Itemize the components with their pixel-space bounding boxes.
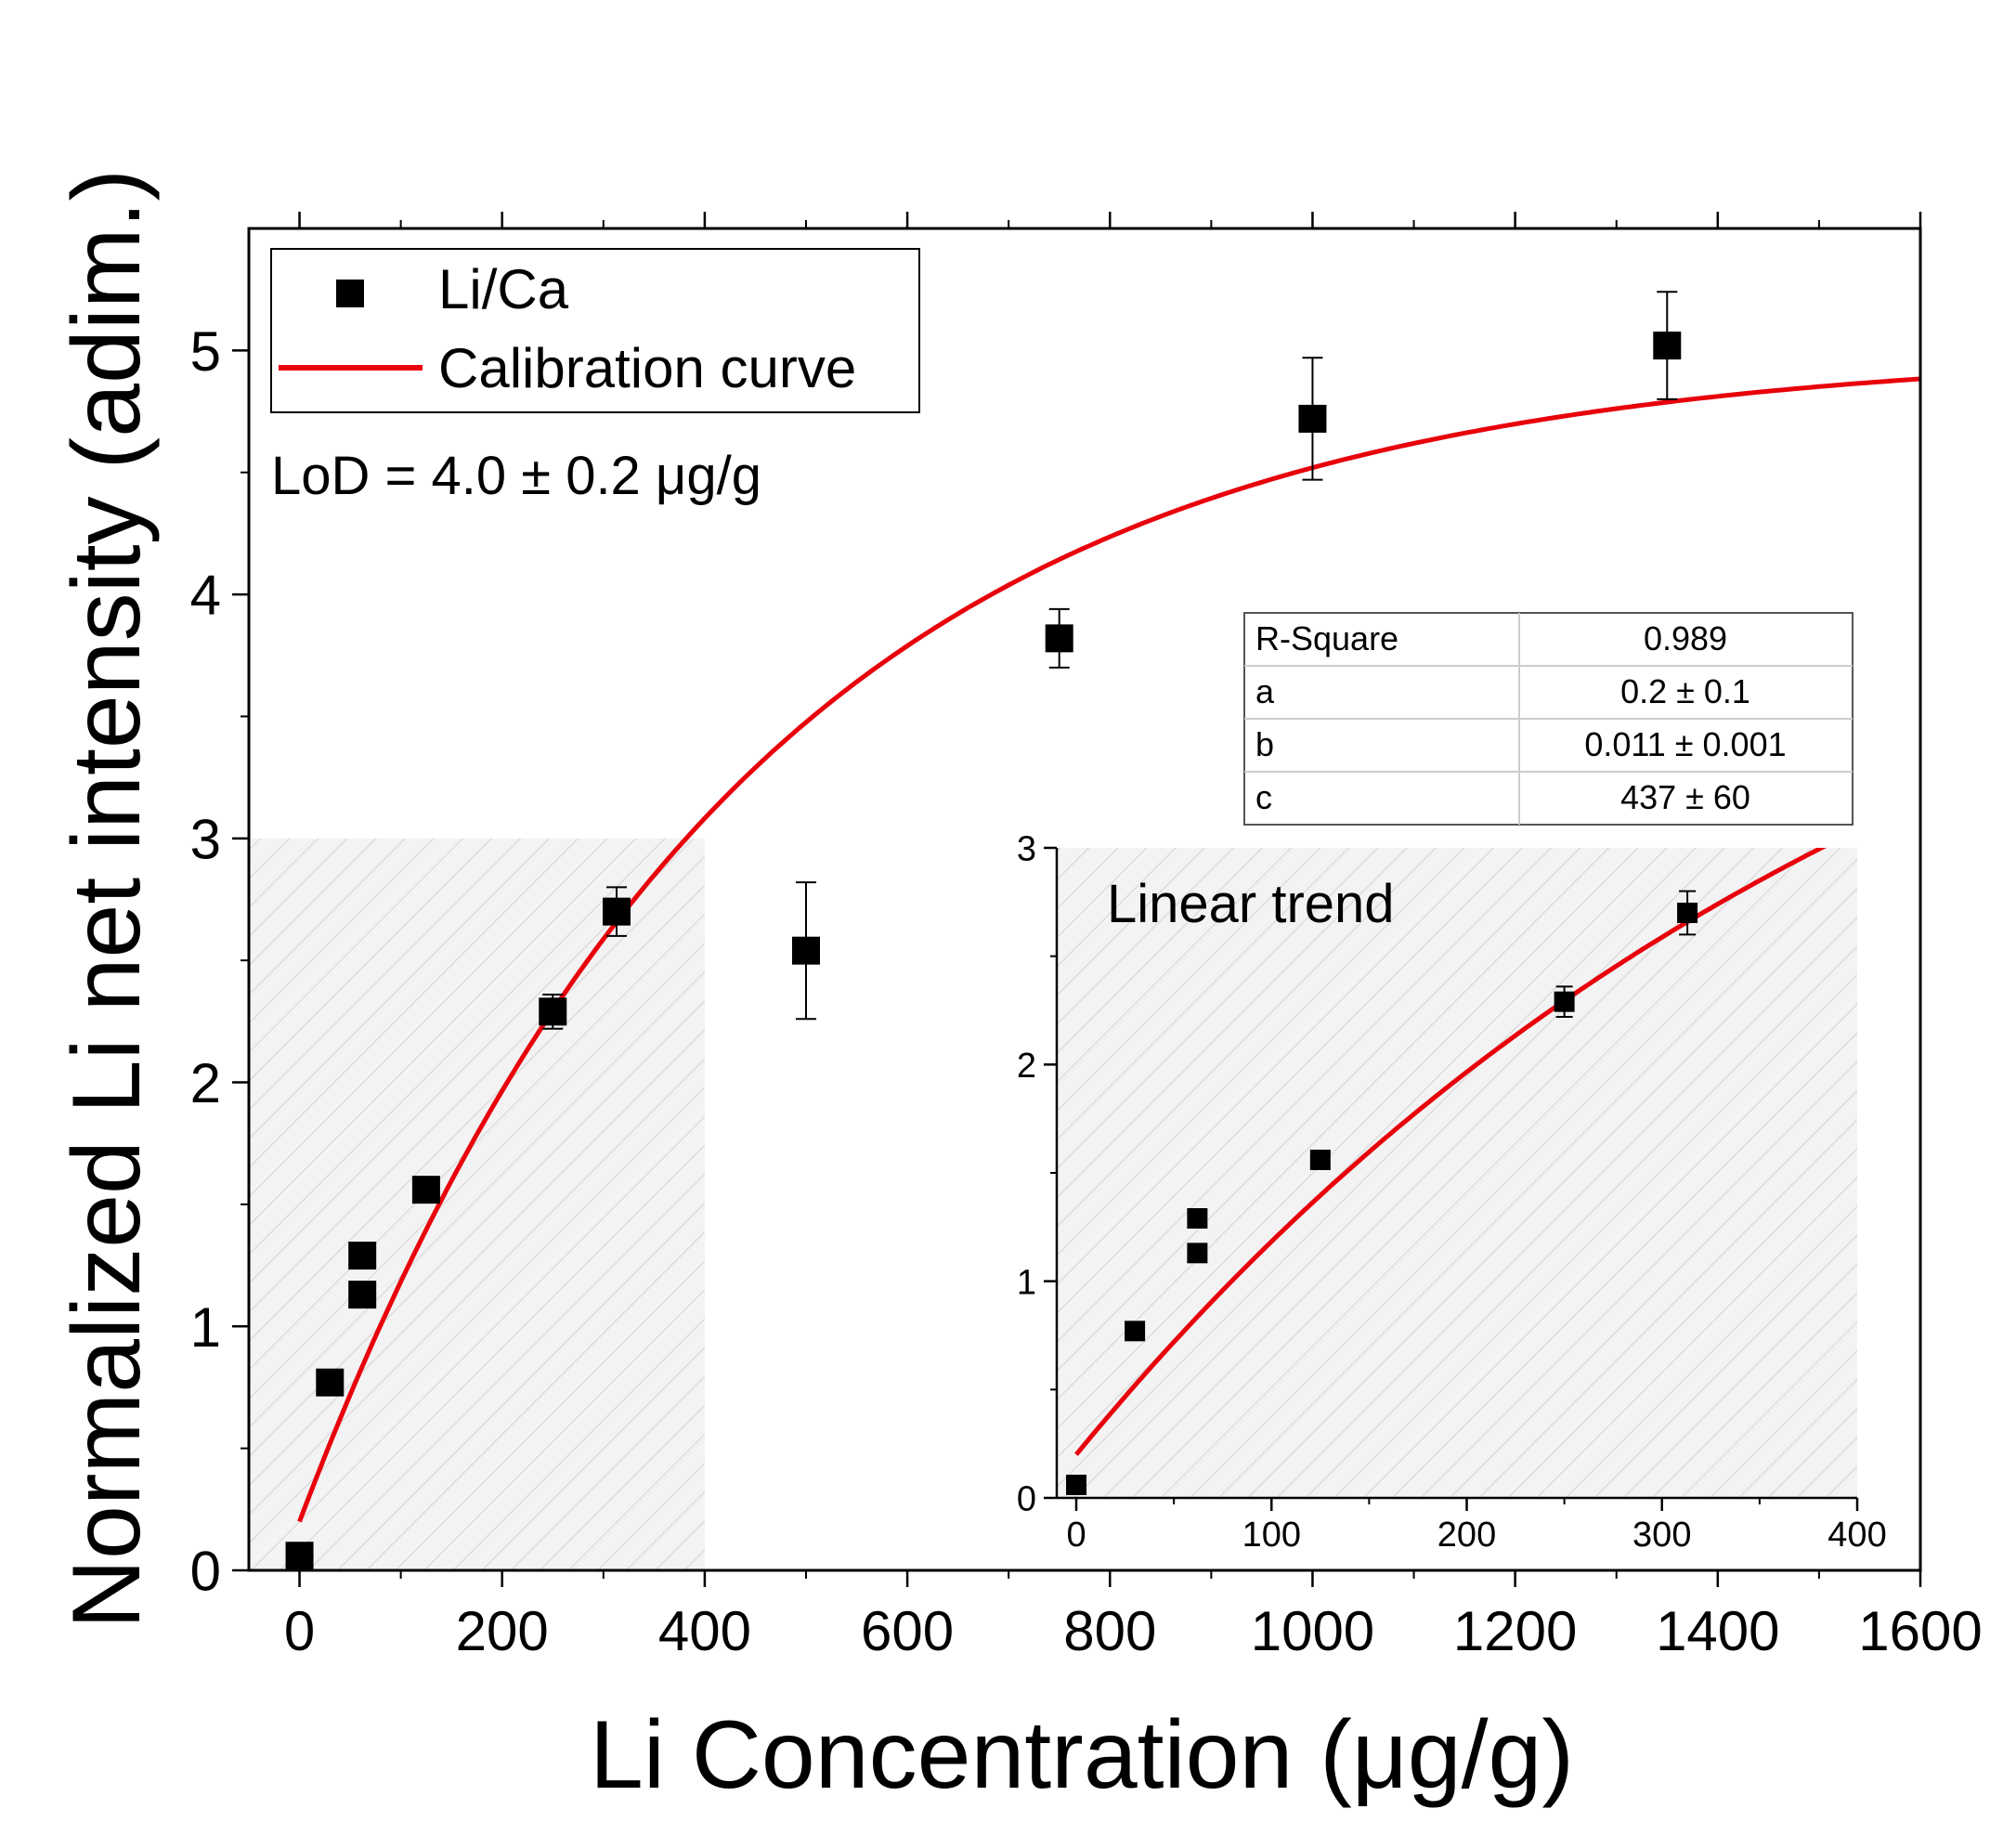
data-point [792,936,820,965]
data-point [348,1242,377,1270]
data-point [1653,332,1682,360]
main-calibration-curve-layer [297,376,1920,1523]
fit-table: R-Square 0.989 a 0.2 ± 0.1 b 0.011 ± 0.0… [1243,612,1853,826]
legend-marker-square [336,280,364,307]
inset-title: Linear trend [1107,874,1395,934]
x-tick-label: 200 [456,1600,549,1662]
data-point [603,897,631,926]
y-axis-label: Normalized Li net intensity (adim.) [53,169,161,1629]
y-tick-label: 1 [190,1296,221,1359]
x-tick-label: 600 [861,1600,954,1662]
data-point [316,1368,345,1397]
x-tick-label: 0 [1066,1516,1086,1555]
x-tick-label: 800 [1063,1600,1156,1662]
y-tick-label: 0 [190,1541,221,1603]
x-tick-label: 400 [658,1600,751,1662]
inset-data-points [1066,903,1698,1495]
y-tick-label: 2 [190,1052,221,1114]
y-tick-label: 3 [1017,830,1036,869]
data-point [1677,903,1698,923]
lod-annotation: LoD = 4.0 ± 0.2 μg/g [271,446,761,506]
fit-table-label-rsquare: R-Square [1255,619,1398,657]
inset-calibration-curve-layer [1074,848,1827,1456]
legend: Li/Ca Calibration curve [270,248,920,413]
legend-box [270,248,920,413]
data-point [411,1176,440,1204]
data-point [1187,1243,1208,1264]
y-tick-label: 5 [190,320,221,383]
data-point [1298,404,1327,433]
data-point [1066,1475,1087,1495]
data-point [1187,1208,1208,1229]
y-tick-label: 1 [1017,1263,1036,1302]
calibration-curve [1074,848,1827,1456]
data-point [1554,991,1575,1012]
data-point [1309,1150,1331,1170]
x-tick-label: 400 [1827,1516,1886,1555]
main-shaded-region [249,838,705,1570]
fit-table-value-b: 0.011 ± 0.001 [1584,725,1786,763]
y-tick-label: 3 [190,808,221,870]
data-point [1125,1321,1146,1342]
main-data-points [285,332,1682,1570]
x-tick-label: 200 [1437,1516,1496,1555]
inset-chart: 0 100 200 300 400 0 1 2 3 Linear trend [1017,830,1887,1555]
y-tick-label: 4 [190,565,221,627]
data-point [285,1542,314,1570]
inset-plot-background [1057,848,1857,1498]
legend-label-calibration-curve: Calibration curve [438,337,856,399]
fit-table-value-rsquare: 0.989 [1644,619,1727,657]
main-y-axis: 0 1 2 3 4 5 [190,320,249,1603]
fit-table-value-c: 437 ± 60 [1620,778,1750,816]
fit-table-label-b: b [1255,725,1274,763]
legend-label-lica: Li/Ca [438,258,569,320]
x-tick-label: 300 [1632,1516,1691,1555]
data-point [348,1281,377,1309]
x-axis-label: Li Concentration (μg/g) [590,1701,1574,1809]
y-tick-label: 2 [1017,1047,1036,1086]
x-tick-label: 1600 [1858,1600,1982,1662]
data-point [1045,624,1073,653]
x-tick-label: 1400 [1656,1600,1779,1662]
data-point [539,997,567,1026]
inset-x-axis: 0 100 200 300 400 [1066,1498,1887,1555]
fit-table-label-c: c [1255,778,1272,816]
x-tick-label: 0 [284,1600,315,1662]
shaded-region-rect [249,838,705,1570]
fit-table-label-a: a [1255,672,1275,710]
x-tick-label: 1200 [1453,1600,1577,1662]
x-tick-label: 1000 [1251,1600,1374,1662]
x-tick-label: 100 [1242,1516,1301,1555]
calibration-curve [297,376,1920,1523]
main-x-axis: 0 200 400 600 800 1000 1200 1400 1600 [284,212,1983,1662]
fit-table-value-a: 0.2 ± 0.1 [1620,672,1750,710]
y-tick-label: 0 [1017,1480,1036,1519]
main-plot-frame [247,227,1922,1572]
inset-y-axis: 0 1 2 3 [1017,830,1057,1519]
